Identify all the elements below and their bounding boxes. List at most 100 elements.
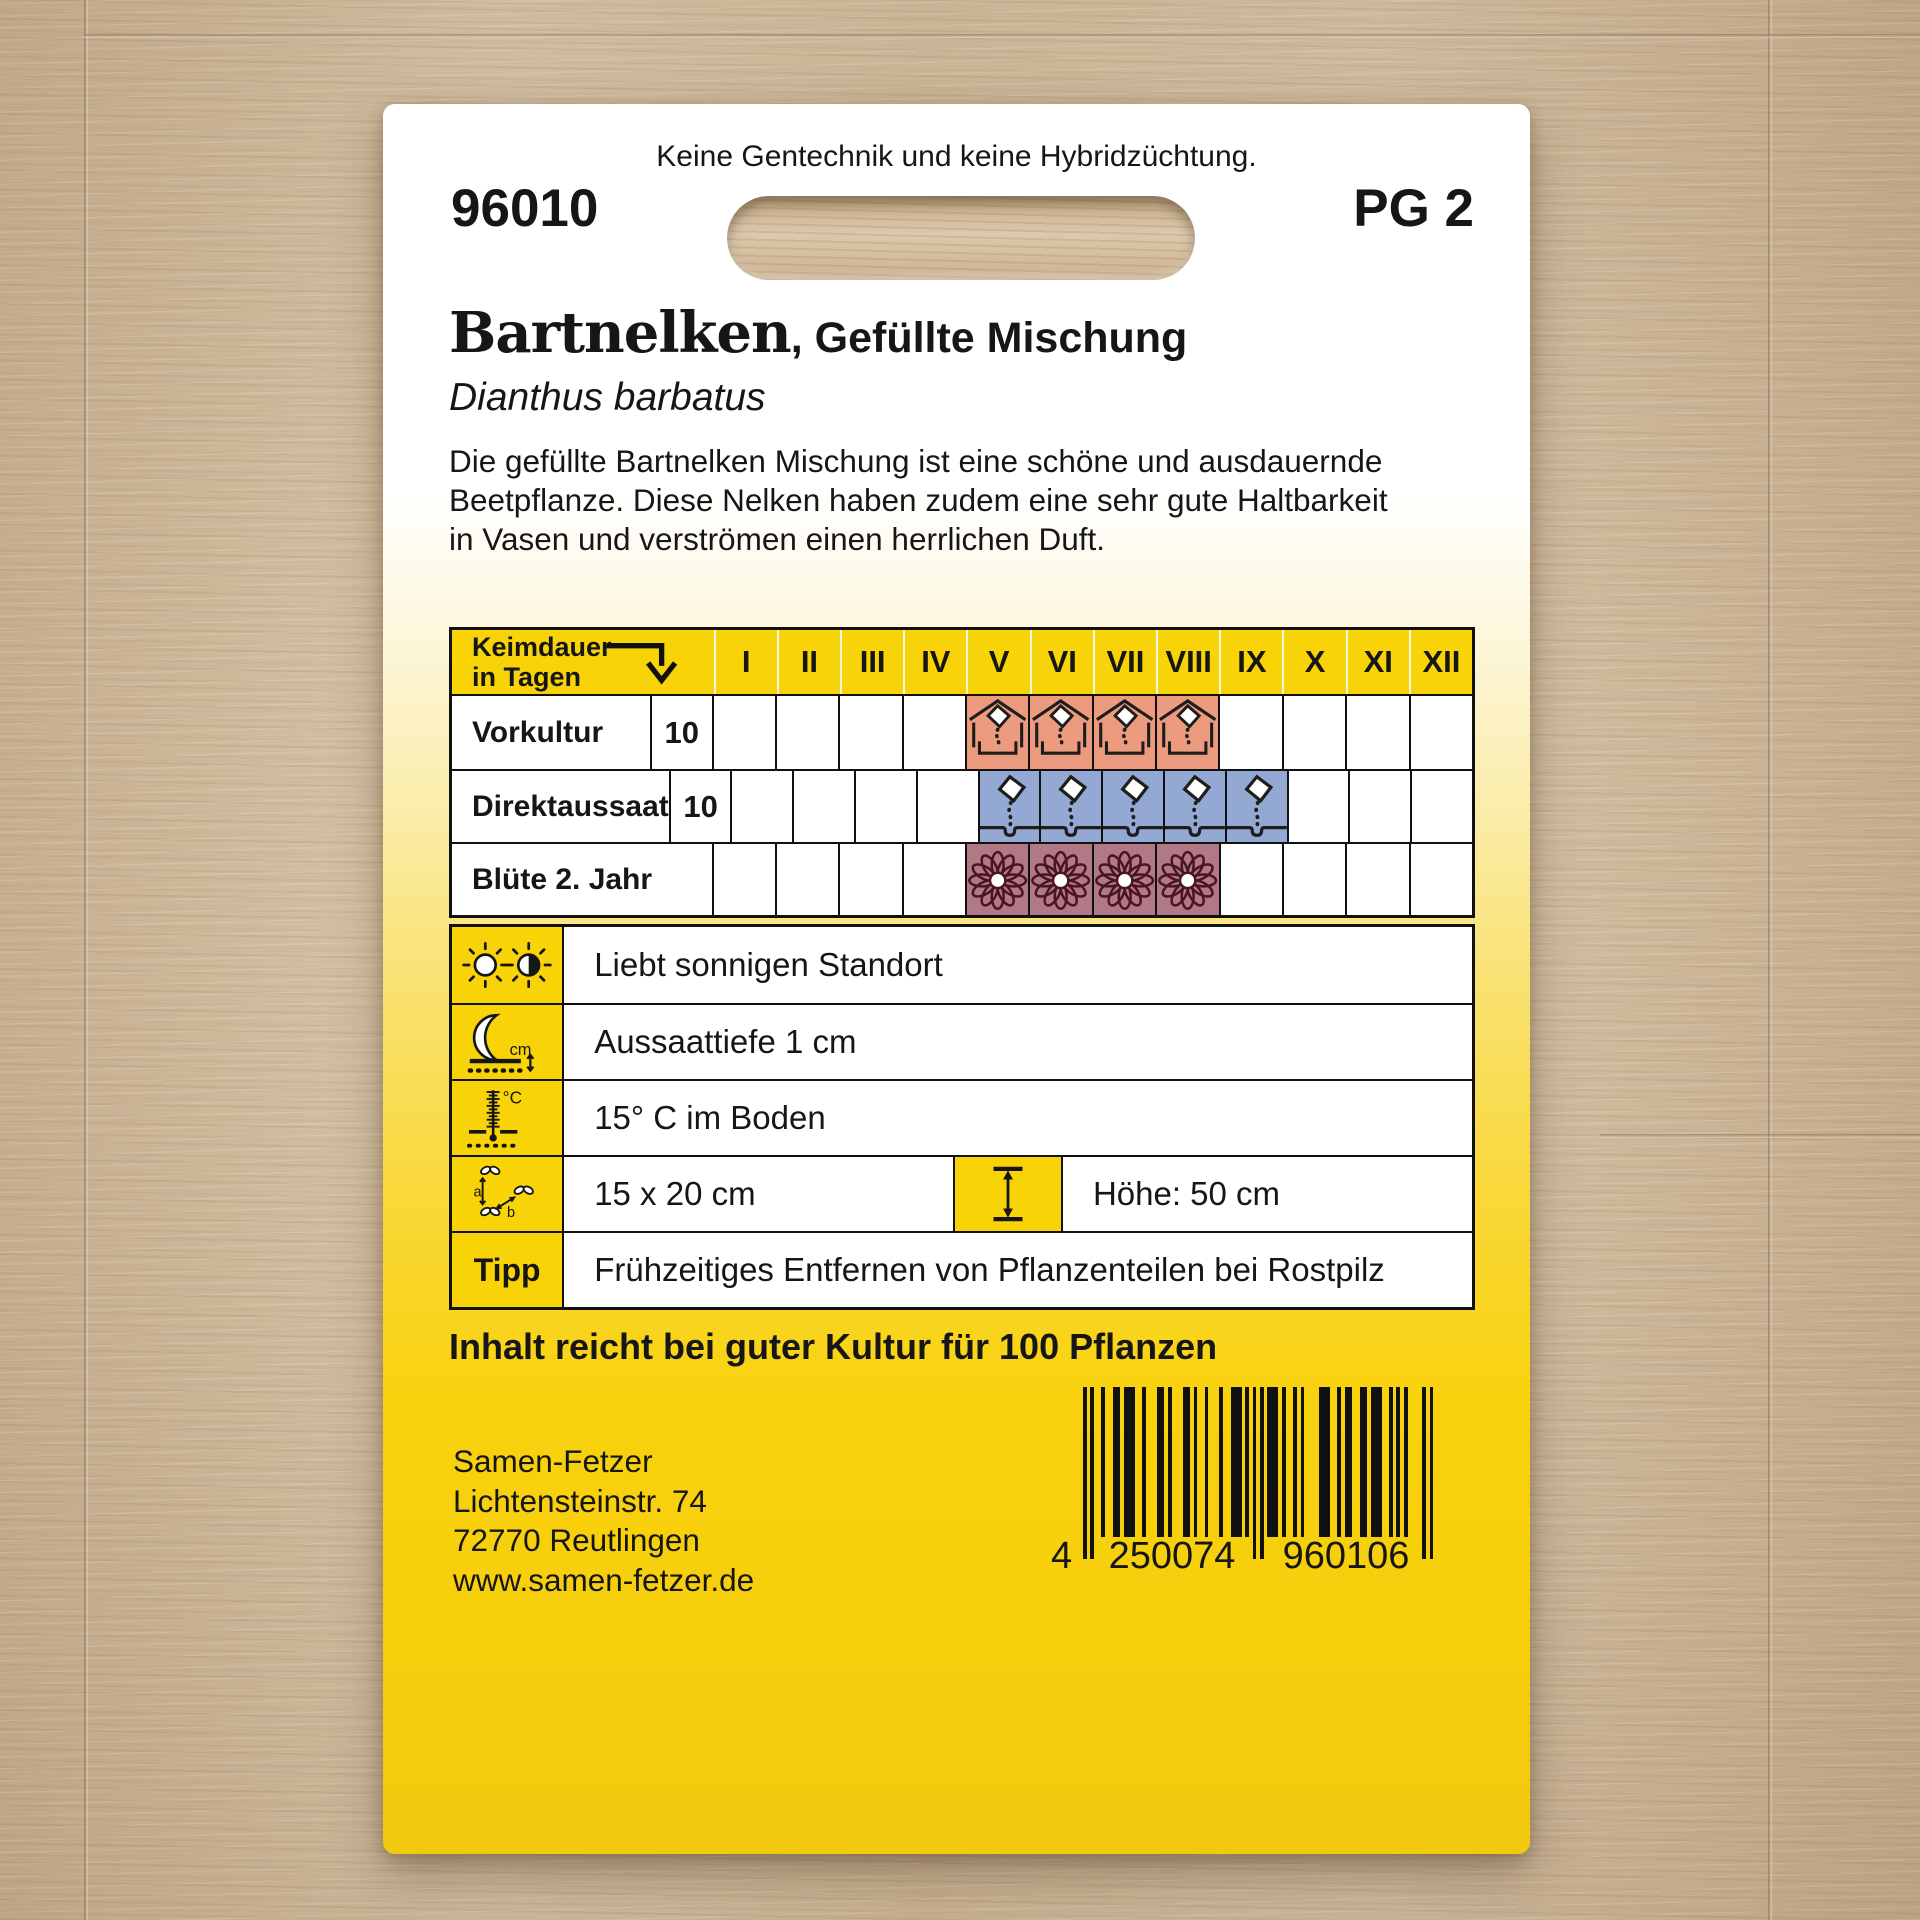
calendar-cell-empty: [794, 771, 857, 842]
calendar-cell-active: [1030, 696, 1094, 769]
barcode-bar: [1348, 1387, 1353, 1537]
month-header-cell: VI: [1029, 630, 1093, 694]
address-line: Samen-Fetzer: [453, 1443, 653, 1479]
sowing-calendar-table: Keimdauer in Tagen I II III IV V VI VII VIII IX X…: [449, 627, 1475, 918]
calendar-cell-active: [1093, 844, 1158, 915]
barcode-digits-left: 250074: [1108, 1535, 1236, 1577]
svg-text:°C: °C: [503, 1087, 522, 1107]
info-text: 15° C im Boden: [564, 1081, 1472, 1155]
calendar-body: Vorkultur 10 Direktaussaat 10 Blüte 2. Jahr: [452, 696, 1472, 915]
month-header-cell: VII: [1092, 630, 1156, 694]
barcode-bar: [1090, 1387, 1095, 1559]
flower-bloom-icon: [1094, 844, 1155, 915]
info-text: Aussaattiefe 1 cm: [564, 1005, 1472, 1079]
barcode-bar: [1083, 1387, 1087, 1559]
germination-days-value: 10: [671, 771, 733, 842]
calendar-cell-active: [979, 771, 1042, 842]
barcode-bar: [1260, 1387, 1264, 1559]
article-number: 96010: [451, 179, 599, 238]
calendar-cell-active: [1103, 771, 1166, 842]
month-header-cell: IX: [1219, 630, 1282, 694]
calendar-cell-empty: [1284, 844, 1348, 915]
calendar-row: Vorkultur 10: [452, 696, 1472, 769]
month-header-cell: II: [776, 630, 840, 694]
wood-plank-seam: [84, 0, 88, 1920]
calendar-month-headers: I II III IV V VI VII VIII IX X XI XII: [713, 630, 1472, 694]
barcode-bar: [1127, 1387, 1131, 1537]
barcode-bar: [1130, 1387, 1135, 1537]
barcode-bar: [1319, 1387, 1323, 1537]
calendar-cell-empty: [856, 771, 918, 842]
variety-name: , Gefüllte Mischung: [790, 314, 1188, 362]
month-header-cell: XII: [1408, 630, 1472, 694]
no-gmo-note: Keine Gentechnik und keine Hybridzüchtun…: [656, 140, 1257, 173]
barcode-bar: [1252, 1387, 1257, 1559]
barcode-bar: [1374, 1387, 1378, 1537]
calendar-cell-empty: [777, 844, 841, 915]
calendar-cell-empty: [1220, 696, 1284, 769]
calendar-cell-empty: [714, 696, 777, 769]
calendar-row: Blüte 2. Jahr: [452, 842, 1472, 915]
info-row: °C 15° C im Boden: [452, 1079, 1472, 1155]
calendar-cell-empty: [714, 844, 777, 915]
barcode-bar: [1370, 1387, 1375, 1537]
calendar-cell-active: [1157, 696, 1221, 769]
address-line: Lichtensteinstr. 74: [453, 1482, 707, 1519]
barcode-bar: [1359, 1387, 1364, 1537]
germination-days-label: Keimdauer in Tagen: [472, 632, 612, 692]
barcode-bar: [1204, 1387, 1209, 1537]
calendar-cell-active: [1226, 771, 1289, 842]
address-line: www.samen-fetzer.de: [453, 1561, 755, 1598]
flower-bloom-icon: [1030, 844, 1091, 915]
barcode-bar: [1160, 1387, 1165, 1537]
calendar-cell-empty: [1284, 696, 1348, 769]
barcode-digit-prefix: 4: [1051, 1535, 1073, 1577]
calendar-cell-empty: [777, 696, 841, 769]
svg-text:a: a: [474, 1184, 483, 1200]
hang-hole: [727, 196, 1195, 280]
calendar-cell-active: [967, 696, 1031, 769]
month-header-cell: XI: [1345, 630, 1409, 694]
calendar-cell-empty: [1412, 771, 1472, 842]
calendar-cell-empty: [732, 771, 795, 842]
barcode-bar: [1422, 1387, 1426, 1559]
calendar-cell-empty: [840, 696, 904, 769]
germination-days-value: 10: [652, 696, 714, 769]
info-text: 15 x 20 cm: [564, 1157, 955, 1231]
calendar-cell-empty: [1289, 771, 1351, 842]
barcode-bar: [1378, 1387, 1382, 1537]
barcode-bar: [1282, 1387, 1286, 1537]
calendar-cell-active: [1030, 844, 1094, 915]
info-text: Frühzeitiges Entfernen von Pflanzenteile…: [564, 1233, 1472, 1307]
greenhouse-sowing-icon: [967, 696, 1028, 769]
sun-exposure-icon: [452, 927, 565, 1003]
calendar-row-label: Blüte 2. Jahr: [452, 844, 714, 915]
barcode-bar: [1293, 1387, 1297, 1537]
barcode-bar: [1245, 1387, 1249, 1537]
barcode-bar: [1271, 1387, 1275, 1537]
barcode-bar: [1403, 1387, 1408, 1537]
barcode-bar: [1156, 1387, 1161, 1537]
calendar-cell-empty: [1347, 844, 1411, 915]
calendar-cell-empty: [1411, 844, 1472, 915]
culture-info-table: Liebt sonnigen Standort cm Aussaattiefe 1 …: [449, 924, 1475, 1310]
info-text: Höhe: 50 cm: [1062, 1157, 1472, 1231]
barcode-bar: [1182, 1387, 1187, 1537]
svg-text:b: b: [507, 1205, 515, 1221]
info-row: cm Aussaattiefe 1 cm: [452, 1003, 1472, 1079]
barcode-bar: [1274, 1387, 1279, 1537]
barcode-bar: [1123, 1387, 1128, 1537]
barcode-bar: [1186, 1387, 1190, 1537]
calendar-cell-empty: [904, 844, 968, 915]
direct-sowing-seed-icon: [1226, 771, 1287, 842]
barcode-bar: [1396, 1387, 1401, 1537]
barcode-bar: [1237, 1387, 1242, 1537]
calendar-cell-empty: [918, 771, 980, 842]
barcode-bar: [1389, 1387, 1393, 1537]
direct-sowing-seed-icon: [1165, 771, 1225, 842]
calendar-row-label: Vorkultur: [452, 696, 652, 769]
info-row: Liebt sonnigen Standort: [452, 927, 1472, 1003]
wood-plank-seam: [84, 34, 1920, 38]
calendar-cell-active: [1041, 771, 1104, 842]
